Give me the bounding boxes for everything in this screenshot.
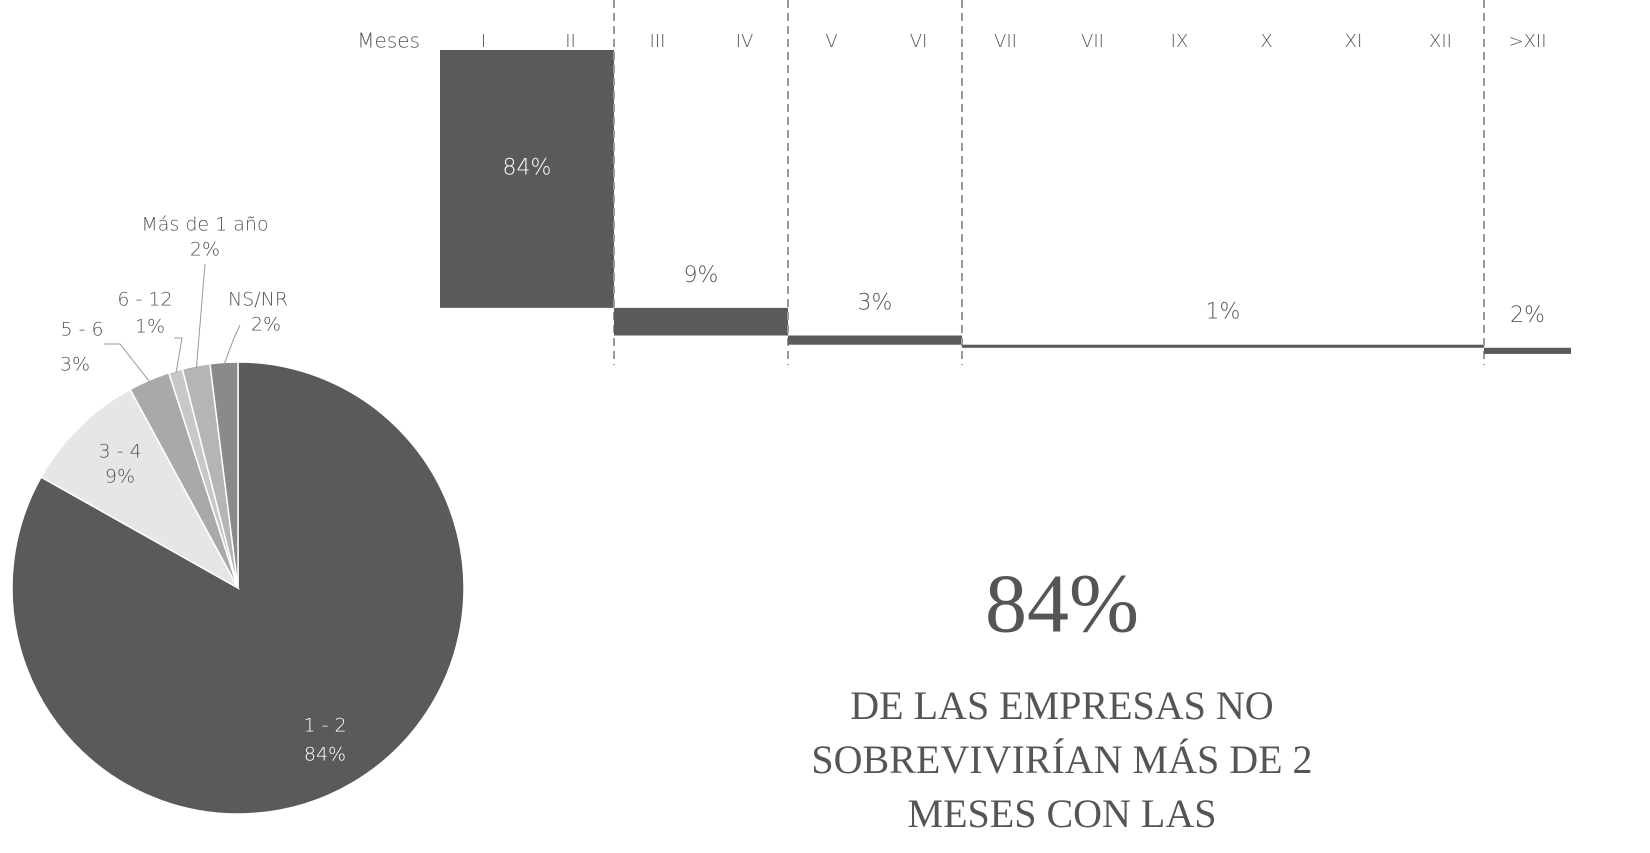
- slice-label: 6 - 12: [117, 289, 172, 311]
- month-label: V: [825, 31, 837, 52]
- slice-value: 1%: [135, 316, 165, 338]
- axis-label: Meses: [357, 29, 420, 53]
- slice-label: Más de 1 año: [141, 214, 268, 236]
- bar: [440, 50, 614, 308]
- bar: [1484, 347, 1571, 354]
- bar-value: 1%: [1206, 300, 1241, 325]
- month-label: XII: [1429, 31, 1452, 52]
- month-label: III: [650, 31, 666, 52]
- leader-line: [174, 337, 183, 373]
- slice-label: 1 - 2: [303, 715, 346, 737]
- slice-label: NS/NR: [228, 289, 288, 311]
- slice-label: 3 - 4: [98, 441, 141, 463]
- month-label: II: [565, 31, 576, 52]
- month-label: XI: [1345, 31, 1363, 52]
- month-label: VI: [910, 31, 928, 52]
- bar: [962, 344, 1484, 348]
- slice-label: 5 - 6: [60, 319, 103, 341]
- month-label: I: [481, 31, 486, 52]
- bar-value: 2%: [1510, 303, 1545, 328]
- bar: [788, 335, 962, 345]
- headline-line: MESES CON LAS: [908, 791, 1217, 836]
- headline-line: DE LAS EMPRESAS NO: [850, 683, 1273, 728]
- pie-slice: [209, 361, 239, 589]
- leader-line: [223, 324, 241, 365]
- month-label: IV: [736, 31, 754, 52]
- slice-value: 2%: [190, 239, 220, 261]
- bar-value: 84%: [503, 156, 552, 181]
- bar-value: 9%: [684, 263, 719, 288]
- slice-value: 3%: [60, 354, 90, 376]
- slice-value: 84%: [304, 744, 346, 766]
- headline-value: 84%: [985, 557, 1139, 650]
- month-label: VII: [994, 31, 1017, 52]
- month-label: X: [1260, 31, 1272, 52]
- leader-line: [195, 263, 206, 368]
- bar-value: 3%: [858, 291, 893, 316]
- headline-line: SOBREVIVIRÍAN MÁS DE 2: [811, 737, 1312, 782]
- slice-value: 9%: [105, 466, 135, 488]
- pie-slice: [40, 388, 240, 590]
- leader-line: [104, 343, 151, 383]
- month-label: >XII: [1508, 31, 1546, 52]
- bar: [614, 307, 788, 336]
- month-label: VII: [1081, 31, 1104, 52]
- slice-value: 2%: [251, 314, 281, 336]
- month-label: IX: [1171, 31, 1189, 52]
